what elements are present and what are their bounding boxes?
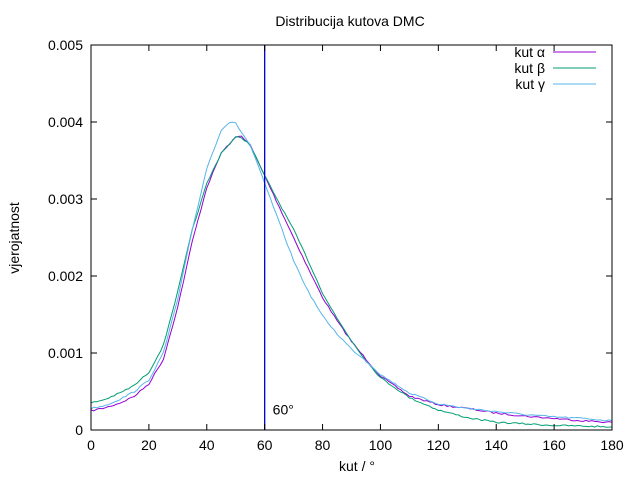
x-tick-label: 160: [542, 437, 566, 453]
x-tick-label: 180: [600, 437, 624, 453]
x-tick-label: 0: [87, 437, 95, 453]
series-line-1: [90, 135, 613, 424]
series-line-3: [90, 121, 613, 422]
x-tick-label: 100: [369, 437, 393, 453]
x-tick-label: 120: [427, 437, 451, 453]
y-tick-label: 0.002: [48, 268, 83, 284]
legend-label-2: kut β: [514, 60, 545, 76]
x-tick-label: 140: [485, 437, 509, 453]
reference-line-label: 60°: [273, 402, 294, 418]
y-tick-label: 0.003: [48, 191, 83, 207]
y-tick-label: 0.005: [48, 37, 83, 53]
y-tick-label: 0.001: [48, 345, 83, 361]
chart-title: Distribucija kutova DMC: [275, 13, 424, 29]
x-tick-label: 40: [199, 437, 215, 453]
plot-lines: 60°: [90, 45, 613, 430]
y-axis-label: vjerojatnost: [6, 202, 22, 274]
y-tick-label: 0.004: [48, 114, 83, 130]
legend-label-1: kut α: [514, 44, 545, 60]
x-tick-label: 20: [141, 437, 157, 453]
legend-label-3: kut γ: [515, 76, 545, 92]
plot-frame: [90, 44, 613, 431]
x-axis-label: kut / °: [339, 458, 375, 474]
axis-ticks: 0 20 40 60 80 100 120 140 160 180 0 0.001 0.002 0.003…: [48, 37, 624, 453]
x-tick-label: 60: [257, 437, 273, 453]
series-line-2: [90, 136, 613, 428]
x-tick-label: 80: [315, 437, 331, 453]
y-tick-label: 0: [75, 422, 83, 438]
